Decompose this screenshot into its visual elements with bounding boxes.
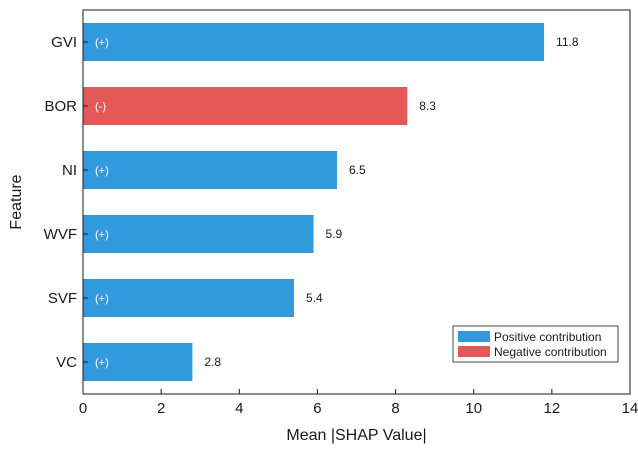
bar-wvf xyxy=(83,215,314,253)
value-label-svf: 5.4 xyxy=(306,291,323,305)
value-label-gvi: 11.8 xyxy=(556,35,579,49)
legend-label-positive: Positive contribution xyxy=(494,330,601,344)
bars-group: (+) 11.8 (-) 8.3 (+) 6.5 (+) 5.9 (+) 5.4 (+) 2.8 xyxy=(83,23,579,381)
y-axis-title: Feature xyxy=(8,174,25,229)
y-tick-label-wvf: WVF xyxy=(44,226,77,243)
legend-swatch-negative xyxy=(458,346,490,357)
x-tick-label-4: 4 xyxy=(235,400,243,417)
x-axis-title: Mean |SHAP Value| xyxy=(286,427,426,444)
legend-swatch-positive xyxy=(458,331,490,342)
y-tick-label-ni: NI xyxy=(62,162,77,179)
sign-label-bor: (-) xyxy=(95,101,106,113)
value-label-ni: 6.5 xyxy=(349,163,366,177)
value-label-vc: 2.8 xyxy=(204,355,221,369)
y-tick-label-svf: SVF xyxy=(48,290,77,307)
y-tick-label-gvi: GVI xyxy=(51,34,77,51)
x-tick-label-10: 10 xyxy=(465,400,482,417)
y-tick-label-bor: BOR xyxy=(44,98,77,115)
bar-gvi xyxy=(83,23,545,61)
bar-vc xyxy=(83,343,193,381)
sign-label-wvf: (+) xyxy=(95,229,109,241)
sign-label-ni: (+) xyxy=(95,165,109,177)
bar-svf xyxy=(83,279,294,317)
value-label-bor: 8.3 xyxy=(419,99,436,113)
y-tick-labels: GVI BOR NI WVF SVF VC xyxy=(44,34,88,371)
plot-frame xyxy=(82,9,631,395)
x-tick-label-0: 0 xyxy=(79,400,87,417)
x-tick-label-14: 14 xyxy=(622,400,638,417)
x-tick-label-8: 8 xyxy=(391,400,399,417)
x-tick-label-12: 12 xyxy=(544,400,561,417)
value-label-wvf: 5.9 xyxy=(326,227,343,241)
bar-bor xyxy=(83,87,408,125)
sign-label-svf: (+) xyxy=(95,293,109,305)
bar-ni xyxy=(83,151,337,189)
x-ticks: 0 2 4 6 8 10 12 14 xyxy=(79,389,638,417)
sign-label-vc: (+) xyxy=(95,357,109,369)
x-tick-label-6: 6 xyxy=(313,400,321,417)
x-tick-label-2: 2 xyxy=(157,400,165,417)
sign-label-gvi: (+) xyxy=(95,37,109,49)
y-tick-label-vc: VC xyxy=(56,354,77,371)
legend-label-negative: Negative contribution xyxy=(494,345,607,359)
